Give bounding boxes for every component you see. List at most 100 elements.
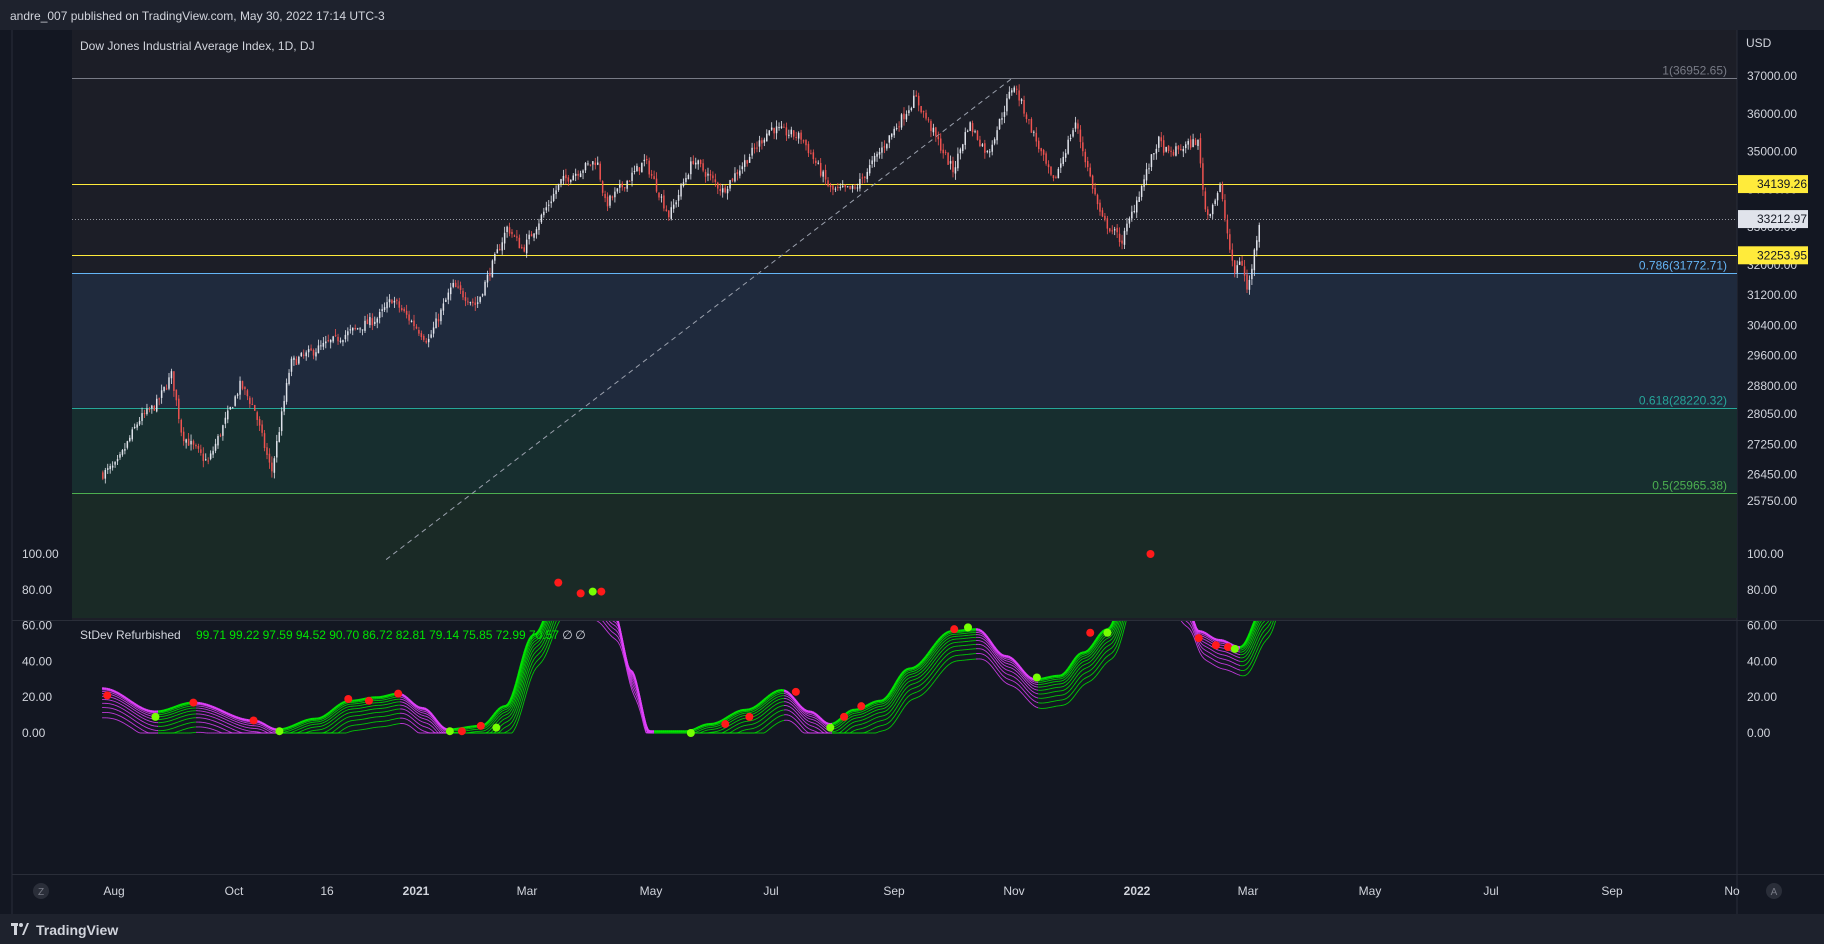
ribbon-segment bbox=[241, 728, 245, 731]
ribbon-segment bbox=[947, 647, 951, 650]
ribbon-segment bbox=[1003, 676, 1007, 679]
ribbon-segment bbox=[991, 653, 995, 658]
price-tick: 35000.00 bbox=[1747, 145, 1797, 159]
ribbon-segment bbox=[1087, 675, 1091, 678]
legend-value: 72.99 bbox=[496, 628, 526, 642]
ribbon-segment bbox=[233, 722, 237, 725]
candle-body bbox=[525, 239, 528, 254]
ribbon-segment bbox=[719, 726, 723, 728]
ribbon-segment bbox=[1073, 687, 1077, 691]
candle-body bbox=[1143, 179, 1145, 187]
ribbon-segment bbox=[1209, 642, 1213, 645]
ribbon-segment bbox=[1237, 660, 1241, 662]
candle-body bbox=[677, 194, 680, 201]
ribbon-segment bbox=[411, 727, 415, 730]
ribbon-segment bbox=[239, 731, 243, 734]
ribbon-segment bbox=[889, 719, 893, 722]
ribbon-segment bbox=[211, 724, 215, 726]
ribbon-segment bbox=[1063, 693, 1067, 695]
ribbon-segment bbox=[403, 717, 407, 720]
ribbon-segment bbox=[1185, 621, 1189, 623]
ribbon-segment bbox=[507, 719, 511, 722]
ribbon-segment bbox=[333, 713, 337, 716]
ribbon-segment bbox=[521, 681, 525, 689]
ribbon-segment bbox=[1095, 667, 1099, 671]
ribbon-segment bbox=[769, 706, 773, 709]
ribbon-segment bbox=[741, 725, 745, 727]
ribbon-segment bbox=[335, 718, 339, 722]
ribbon-segment bbox=[1121, 621, 1124, 624]
ribbon-segment bbox=[923, 679, 927, 683]
ribbon-segment bbox=[821, 722, 825, 726]
price-tick: 26450.00 bbox=[1747, 468, 1797, 482]
ribbon-segment bbox=[235, 721, 239, 723]
ribbon-segment bbox=[515, 702, 519, 709]
candle-body bbox=[947, 152, 949, 165]
ribbon-segment bbox=[1079, 674, 1083, 678]
candle-body bbox=[721, 188, 724, 193]
ribbon-segment bbox=[1023, 682, 1027, 686]
ribbon-segment bbox=[531, 664, 535, 670]
ribbon-segment bbox=[141, 720, 145, 723]
ribbon-segment bbox=[1069, 698, 1073, 702]
ribbon-segment bbox=[543, 641, 547, 647]
ribbon-segment bbox=[613, 624, 617, 627]
ribbon-segment bbox=[833, 730, 837, 733]
indicator-tick-left: 60.00 bbox=[22, 619, 52, 633]
ribbon-segment bbox=[603, 627, 607, 631]
ribbon-segment bbox=[429, 718, 433, 721]
candle-body bbox=[966, 130, 969, 132]
candle-body bbox=[1192, 139, 1194, 147]
ribbon-segment bbox=[335, 712, 339, 715]
ribbon-segment bbox=[1011, 680, 1015, 683]
candle-body bbox=[1253, 249, 1256, 271]
ribbon-segment bbox=[605, 624, 609, 628]
candle-body bbox=[974, 131, 976, 133]
ribbon-segment bbox=[535, 641, 539, 644]
ribbon-segment bbox=[805, 730, 809, 734]
ribbon-segment bbox=[219, 727, 223, 729]
fib-zone-3 bbox=[72, 492, 1737, 618]
ribbon-segment bbox=[239, 728, 243, 730]
ribbon-segment bbox=[775, 696, 779, 699]
ribbon-segment bbox=[235, 726, 239, 729]
ribbon-segment bbox=[777, 710, 781, 713]
ribbon-segment bbox=[1071, 696, 1075, 700]
candle-body bbox=[697, 160, 699, 165]
candle-body bbox=[344, 334, 347, 340]
ribbon-segment bbox=[993, 664, 997, 668]
ribbon-segment bbox=[1031, 699, 1035, 702]
ribbon-segment bbox=[137, 712, 141, 715]
candle-body bbox=[327, 340, 329, 342]
candle-body bbox=[102, 472, 104, 479]
ribbon-segment bbox=[725, 729, 729, 732]
ribbon-segment bbox=[305, 731, 309, 734]
ribbon-segment bbox=[221, 720, 225, 723]
ribbon-segment bbox=[1079, 662, 1083, 665]
candle-body bbox=[866, 171, 868, 180]
ribbon-segment bbox=[433, 731, 437, 734]
candle-body bbox=[452, 282, 454, 287]
ribbon-segment bbox=[125, 707, 129, 710]
ribbon-segment bbox=[875, 721, 879, 723]
ribbon-segment bbox=[121, 701, 125, 704]
ribbon-segment bbox=[1083, 677, 1087, 680]
ribbon-segment bbox=[869, 711, 873, 714]
ribbon-segment bbox=[129, 717, 133, 720]
candle-body bbox=[528, 234, 530, 240]
legend-value: 99.22 bbox=[229, 628, 259, 642]
candle-body bbox=[317, 345, 320, 354]
ribbon-segment bbox=[1069, 674, 1073, 678]
ribbon-segment bbox=[915, 681, 919, 684]
ribbon-segment bbox=[1251, 656, 1255, 662]
ribbon-segment bbox=[303, 728, 307, 731]
ribbon-segment bbox=[507, 711, 511, 715]
candle-body bbox=[207, 460, 209, 462]
fib-trend-line[interactable] bbox=[385, 77, 1014, 560]
candle-body bbox=[824, 170, 827, 180]
candle-body bbox=[562, 175, 565, 181]
chart-area[interactable]: Dow Jones Industrial Average Index, 1D, … bbox=[0, 30, 1824, 914]
ribbon-segment bbox=[501, 718, 505, 721]
ribbon-segment bbox=[981, 644, 985, 647]
ribbon-segment bbox=[129, 709, 133, 712]
